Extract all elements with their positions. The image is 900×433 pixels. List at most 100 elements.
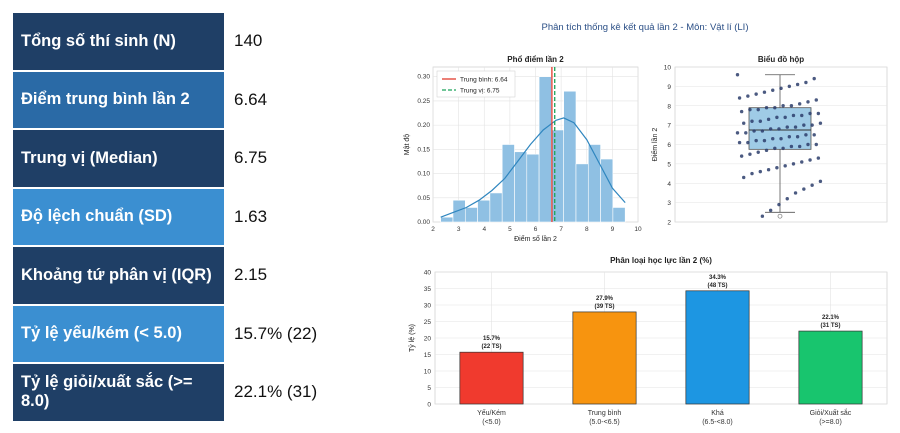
box-point [814,142,818,147]
box-point [779,86,783,91]
box-point [771,136,775,141]
bar-category-range: (5.0-<6.5) [589,419,620,426]
box-point [781,146,785,151]
hist-ytick-label: 0.05 [417,195,430,202]
hist-bar [575,163,589,223]
hist-xtick-label: 4 [482,226,486,233]
box-ytick-label: 8 [667,103,671,110]
bar-value-label: 27.9% [596,296,614,302]
hist-bar [477,199,491,223]
box-point [777,127,781,131]
box-point [787,84,792,89]
box-point [775,115,779,120]
box-point [762,90,767,94]
box-title: Biểu đồ hộp [758,55,804,64]
stats-row: Độ lệch chuẩn (SD) 1.63 [13,188,394,245]
box-point [773,146,777,151]
box-point [742,175,746,180]
box-point [739,109,744,114]
kde-line [440,117,626,218]
stats-value: 22.1% (31) [224,364,394,421]
box-point [808,158,812,162]
category-bar [572,311,637,405]
stats-label: Trung vị (Median) [13,130,224,187]
box-point [793,125,798,129]
box-ytick-label: 5 [667,161,671,168]
box-point [812,133,816,137]
box-point [804,133,808,137]
category-bar [459,351,524,405]
hist-bar [563,90,577,223]
box-point [735,131,740,135]
box-point [737,140,742,145]
box-outlier [777,213,783,219]
box-point [785,125,789,129]
box-ytick-label: 9 [667,84,671,91]
box-point [783,164,787,168]
bar-category-range: (>=8.0) [819,419,842,426]
box-point [766,167,771,172]
hist-bar [452,199,466,223]
hist-ylabel: Mật độ [404,134,411,156]
box-point [816,156,821,160]
box-point [766,117,771,122]
stats-row: Tổng số thí sinh (N) 140 [13,13,394,70]
box-point [791,113,796,118]
hist-xtick-label: 6 [534,226,538,233]
box-point [739,154,744,158]
hist-xtick-label: 5 [508,226,512,233]
bar-category-range: (6.5-<8.0) [702,419,733,426]
hist-xtick-label: 10 [634,226,642,233]
box-point [806,142,810,147]
hist-bar [440,216,454,223]
hist-xtick-label: 7 [559,226,563,233]
box-point [750,171,754,176]
box-ytick-label: 3 [667,200,671,207]
hist-xtick-label: 9 [611,226,615,233]
stats-value: 6.75 [224,130,394,187]
bar-category-label: Trung bình [588,410,622,417]
bar-ylabel: Tỷ lệ (%) [409,324,416,352]
hist-ytick-label: 0.00 [417,219,430,226]
bar-value-label: 15.7% [483,336,501,342]
hist-bar [551,129,564,223]
box-point [777,202,781,207]
bar-ytick-label: 20 [424,336,432,343]
box-point [764,105,769,110]
bar-value-label: 22.1% [822,315,840,321]
box-point [775,166,779,170]
box-point [802,123,806,127]
hist-bar [526,153,540,223]
box-point [742,121,746,125]
box-point [814,98,818,102]
hist-xtick-label: 8 [585,226,589,233]
box-point [783,115,787,120]
stats-row: Trung vị (Median) 6.75 [13,130,394,187]
stats-row: Tỷ lệ yếu/kém (< 5.0) 15.7% (22) [13,305,394,362]
bar-count-label: (22 TS) [481,344,501,350]
stats-value: 6.64 [224,71,394,128]
box-point [806,100,810,104]
box-point [816,111,821,116]
hist-legend-label: Trung vị: 6.75 [460,88,500,95]
hist-bar [600,158,614,223]
hist-title: Phổ điểm lần 2 [507,55,564,64]
bar-count-label: (31 TS) [820,323,840,329]
box-point [797,144,802,149]
box-point [793,191,798,195]
box-point [779,136,783,141]
bar-category-range: (<5.0) [482,419,500,426]
bar-chart-title: Phân loại học lực lần 2 (%) [610,256,712,265]
box-point [748,152,752,156]
box-point [748,107,752,112]
stats-label: Tổng số thí sinh (N) [13,13,224,70]
stats-value: 140 [224,13,394,70]
box-point [771,88,775,92]
box-point [744,131,748,135]
analysis-figure: Phân tích thống kê kết quả lần 2 - Môn: … [404,22,888,426]
box-point [760,129,765,133]
box-point [768,208,773,213]
box-point [789,144,794,149]
stats-value: 15.7% (22) [224,305,394,362]
box-point [808,111,812,116]
